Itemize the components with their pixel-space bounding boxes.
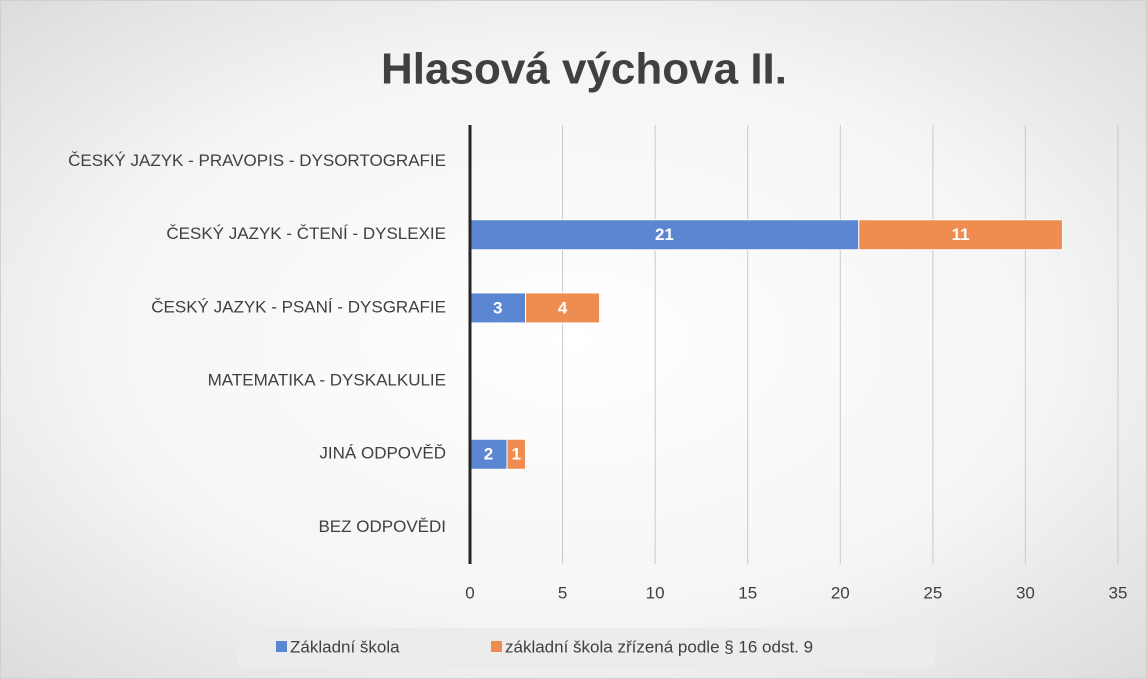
- y-tick-label: JINÁ ODPOVĚĎ: [319, 444, 446, 463]
- bar: [469, 219, 860, 251]
- legend-label: základní škola zřízená podle § 16 odst. …: [505, 637, 813, 656]
- bar-value-label: 11: [952, 225, 970, 244]
- y-tick-label: ČESKÝ JAZYK - PSANÍ - DYSGRAFIE: [151, 297, 446, 316]
- legend-background: [238, 628, 935, 668]
- bar: [506, 438, 527, 470]
- x-tick-label: 35: [1109, 583, 1128, 602]
- x-tick-label: 0: [465, 583, 474, 602]
- x-tick-label: 20: [831, 583, 850, 602]
- x-tick-label: 30: [1016, 583, 1035, 602]
- y-tick-label: ČESKÝ JAZYK - ČTENÍ - DYSLEXIE: [166, 224, 446, 243]
- y-tick-label: MATEMATIKA - DYSKALKULIE: [208, 371, 446, 390]
- bar-value-label: 21: [655, 225, 674, 244]
- x-tick-label: 25: [923, 583, 942, 602]
- y-tick-label: BEZ ODPOVĚDI: [318, 517, 446, 536]
- bar-value-label: 2: [484, 445, 493, 464]
- x-tick-label: 10: [646, 583, 665, 602]
- legend-swatch: [276, 641, 287, 652]
- chart-title: Hlasová výchova II.: [381, 45, 787, 94]
- x-tick-label: 15: [738, 583, 757, 602]
- bar-value-label: 4: [558, 298, 568, 317]
- bar-value-label: 1: [512, 445, 521, 464]
- legend-swatch: [491, 641, 502, 652]
- bar: [525, 292, 601, 324]
- bar: [858, 219, 1063, 251]
- bar-value-label: 3: [493, 298, 502, 317]
- x-tick-label: 5: [558, 583, 567, 602]
- legend-label: Základní škola: [290, 637, 400, 656]
- bar: [469, 438, 508, 470]
- y-tick-label: ČESKÝ JAZYK - PRAVOPIS - DYSORTOGRAFIE: [68, 151, 446, 170]
